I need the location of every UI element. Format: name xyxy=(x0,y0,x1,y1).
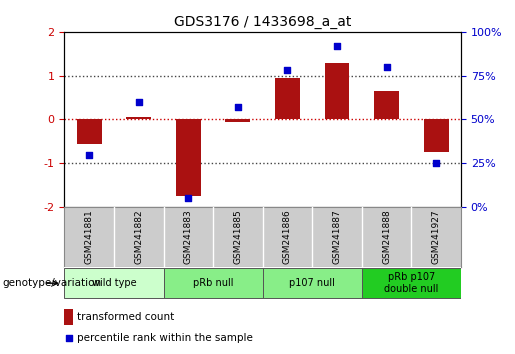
Text: GSM241881: GSM241881 xyxy=(84,209,94,264)
Bar xyxy=(163,268,263,298)
Text: transformed count: transformed count xyxy=(77,312,174,322)
Bar xyxy=(126,117,151,120)
Point xyxy=(234,104,242,110)
Bar xyxy=(263,268,362,298)
Point xyxy=(134,99,143,105)
Bar xyxy=(77,120,101,144)
Point xyxy=(333,43,341,49)
Point xyxy=(432,160,440,166)
Bar xyxy=(226,120,250,122)
Text: p107 null: p107 null xyxy=(289,278,335,288)
Point xyxy=(85,152,93,157)
Bar xyxy=(64,309,73,325)
Bar xyxy=(362,268,461,298)
Text: percentile rank within the sample: percentile rank within the sample xyxy=(77,333,253,343)
Bar xyxy=(424,120,449,152)
Point xyxy=(383,64,391,70)
Bar xyxy=(275,78,300,120)
Bar xyxy=(374,91,399,120)
Point xyxy=(283,68,291,73)
Text: pRb null: pRb null xyxy=(193,278,233,288)
Text: GSM241883: GSM241883 xyxy=(184,209,193,264)
Point xyxy=(298,242,306,248)
Bar xyxy=(64,268,163,298)
Text: genotype/variation: genotype/variation xyxy=(3,278,101,288)
Text: GSM241887: GSM241887 xyxy=(333,209,341,264)
Text: GSM241888: GSM241888 xyxy=(382,209,391,264)
Title: GDS3176 / 1433698_a_at: GDS3176 / 1433698_a_at xyxy=(174,16,351,29)
Text: GSM241886: GSM241886 xyxy=(283,209,292,264)
Bar xyxy=(176,120,201,196)
Text: GSM241927: GSM241927 xyxy=(432,209,441,263)
Text: wild type: wild type xyxy=(92,278,136,288)
Text: pRb p107
double null: pRb p107 double null xyxy=(384,272,439,294)
Bar xyxy=(324,63,349,120)
Point xyxy=(184,195,193,201)
Text: GSM241885: GSM241885 xyxy=(233,209,243,264)
Text: GSM241882: GSM241882 xyxy=(134,209,143,263)
